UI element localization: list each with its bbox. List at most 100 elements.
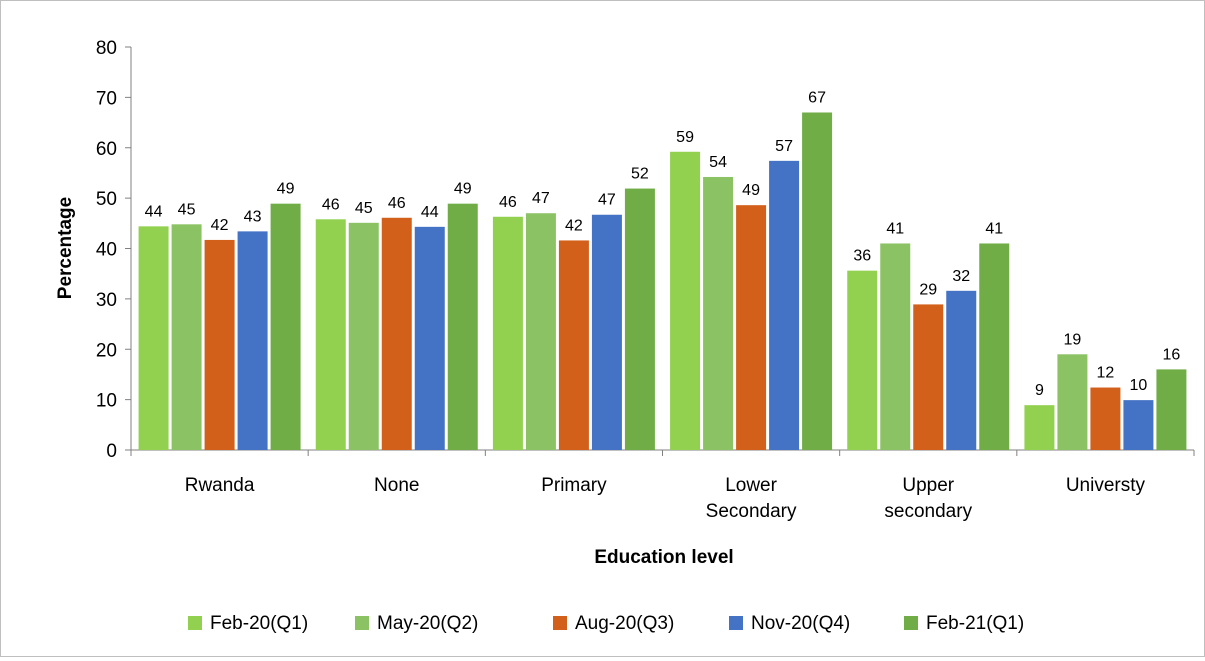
y-tick-label: 20	[96, 340, 117, 361]
bar	[1057, 354, 1088, 450]
data-label: 12	[1097, 365, 1115, 382]
data-label: 59	[676, 129, 694, 146]
data-label: 49	[454, 181, 472, 198]
x-tick-label-line: Secondary	[706, 501, 797, 522]
bar	[525, 213, 556, 450]
data-label: 41	[886, 220, 904, 237]
y-tick-label: 60	[96, 139, 117, 160]
bar	[880, 243, 911, 450]
data-label: 47	[532, 190, 550, 207]
y-tick-label: 70	[96, 88, 117, 109]
legend-swatch	[904, 616, 918, 630]
x-tick-label-line: Universty	[1066, 475, 1146, 496]
x-tick-label: Rwanda	[185, 475, 255, 496]
x-tick-label-line: Rwanda	[185, 475, 255, 496]
x-tick-label-line: Primary	[541, 475, 607, 496]
bar	[1156, 369, 1187, 450]
bar	[591, 214, 622, 450]
bar	[624, 188, 655, 450]
bar	[447, 203, 478, 450]
bar	[1090, 387, 1121, 450]
data-label: 42	[211, 217, 229, 234]
y-tick-label: 0	[106, 441, 117, 462]
data-label: 10	[1130, 377, 1148, 394]
bar	[703, 176, 734, 450]
x-tick-label-line: None	[374, 475, 419, 496]
bar	[1024, 405, 1055, 450]
bar	[270, 203, 301, 450]
data-label: 46	[322, 196, 340, 213]
data-label: 41	[985, 220, 1003, 237]
data-label: 49	[277, 181, 295, 198]
data-label: 46	[499, 194, 517, 211]
data-label: 52	[631, 166, 649, 183]
bar	[913, 304, 944, 450]
data-label: 45	[355, 200, 373, 217]
bar	[315, 219, 346, 450]
x-tick-label-line: secondary	[884, 501, 972, 522]
x-tick-label: Universty	[1066, 475, 1146, 496]
x-axis: Rwanda None Primary Lower Secondary Upper seco…	[130, 449, 1195, 522]
bar	[769, 160, 800, 450]
x-tick-label-line: Upper	[902, 475, 954, 496]
y-tick-label: 30	[96, 290, 117, 311]
data-label: 36	[853, 248, 871, 265]
bars	[138, 112, 1187, 451]
legend-label: Feb-21(Q1)	[926, 613, 1024, 634]
x-axis-title: Education level	[594, 547, 733, 568]
y-tick-label: 80	[96, 38, 117, 59]
bar	[237, 231, 268, 450]
y-tick-label: 50	[96, 189, 117, 210]
x-tick-label: Lower Secondary	[706, 475, 797, 522]
bar	[492, 216, 523, 450]
x-tick-label: None	[374, 475, 419, 496]
legend-swatch	[188, 616, 202, 630]
bar	[736, 205, 767, 450]
bar	[979, 243, 1010, 450]
data-labels: 44 45 42 43 49 46 45 46 44 49 46 47 42 47 52 59 54 49 57 67…	[145, 89, 1181, 399]
legend-swatch	[729, 616, 743, 630]
bar	[414, 226, 445, 450]
legend: Feb-20(Q1) May-20(Q2) Aug-20(Q3) Nov-20(Q4)…	[188, 613, 1024, 634]
legend-swatch	[355, 616, 369, 630]
bar	[1123, 400, 1154, 450]
legend-label: May-20(Q2)	[377, 613, 478, 634]
data-label: 46	[388, 195, 406, 212]
legend-label: Nov-20(Q4)	[751, 613, 850, 634]
x-tick-label-line: Lower	[725, 475, 777, 496]
data-label: 44	[145, 203, 163, 220]
bar	[348, 222, 379, 450]
y-axis-title: Percentage	[55, 197, 76, 299]
bar	[204, 239, 235, 450]
data-label: 44	[421, 204, 439, 221]
bar	[171, 224, 202, 450]
x-tick-label: Upper secondary	[884, 475, 972, 522]
data-label: 67	[808, 89, 826, 106]
data-label: 9	[1035, 382, 1044, 399]
bar	[847, 270, 878, 450]
data-label: 43	[244, 208, 262, 225]
data-label: 47	[598, 192, 616, 209]
bar	[802, 112, 833, 451]
data-label: 32	[952, 268, 970, 285]
data-label: 16	[1163, 346, 1181, 363]
y-tick-label: 10	[96, 391, 117, 412]
bar	[946, 290, 977, 450]
x-tick-label: Primary	[541, 475, 607, 496]
legend-label: Aug-20(Q3)	[575, 613, 674, 634]
data-label: 45	[178, 201, 196, 218]
legend-label: Feb-20(Q1)	[210, 613, 308, 634]
data-label: 57	[775, 138, 793, 155]
bar	[670, 151, 701, 450]
data-label: 19	[1064, 331, 1082, 348]
data-label: 42	[565, 217, 583, 234]
data-label: 54	[709, 154, 727, 171]
bar	[381, 217, 412, 450]
data-label: 29	[919, 281, 937, 298]
legend-swatch	[553, 616, 567, 630]
bar	[138, 226, 169, 450]
y-axis: 0 10 20 30 40 50 60 70 80	[96, 38, 132, 462]
data-label: 49	[742, 182, 760, 199]
